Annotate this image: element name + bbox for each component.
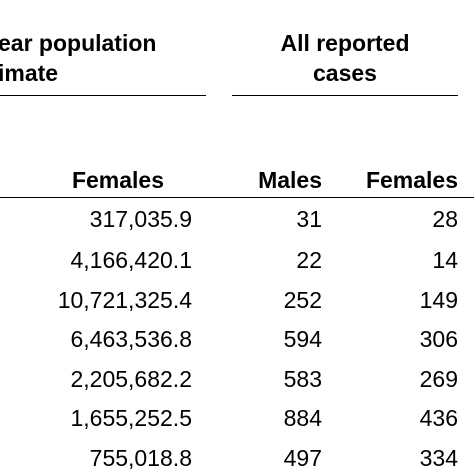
- table-row: 755,018.8 497 334: [0, 444, 474, 474]
- column-header-females-cases: Females: [365, 167, 458, 193]
- table-row: 1,655,252.5 884 436: [0, 404, 474, 437]
- column-header-females-population: Females: [71, 167, 164, 193]
- cell-females-cases: 306: [419, 326, 458, 352]
- table-row: 317,035.9 31 28: [0, 205, 474, 238]
- table-row: 6,463,536.8 594 306: [0, 325, 474, 358]
- cell-females-cases: 334: [419, 445, 458, 471]
- cell-females-cases: 14: [432, 247, 458, 273]
- cell-females-cases: 28: [432, 206, 458, 232]
- cell-females-population: 10,721,325.4: [57, 287, 192, 313]
- cell-males-cases: 884: [283, 405, 322, 431]
- population-group-rule: [0, 95, 206, 96]
- population-estimate-header-line-2: imate: [0, 60, 59, 86]
- table-row: 2,205,682.2 583 269: [0, 365, 474, 398]
- cell-females-cases: 269: [419, 366, 458, 392]
- cell-females-population: 1,655,252.5: [70, 405, 192, 431]
- cell-females-population: 317,035.9: [89, 206, 192, 232]
- cell-males-cases: 594: [283, 326, 322, 352]
- cell-females-population: 6,463,536.8: [70, 326, 192, 352]
- table-row: 10,721,325.4 252 149: [0, 286, 474, 319]
- cell-males-cases: 583: [283, 366, 322, 392]
- cell-females-population: 4,166,420.1: [70, 247, 192, 273]
- cell-females-population: 755,018.8: [89, 445, 192, 471]
- reported-cases-header-line-2: cases: [313, 60, 377, 86]
- column-header-males-cases: Males: [258, 167, 322, 193]
- cell-males-cases: 252: [283, 287, 322, 313]
- cell-females-population: 2,205,682.2: [70, 366, 192, 392]
- table-row: 4,166,420.1 22 14: [0, 246, 474, 279]
- cell-females-cases: 436: [419, 405, 458, 431]
- reported-cases-header-line-1: All reported: [280, 30, 410, 56]
- cases-group-rule: [232, 95, 458, 96]
- cell-males-cases: 22: [296, 247, 322, 273]
- header-bottom-rule: [0, 197, 474, 198]
- cell-males-cases: 31: [296, 206, 322, 232]
- cell-males-cases: 497: [283, 445, 322, 471]
- cell-females-cases: 149: [419, 287, 458, 313]
- population-estimate-header-line-1: ear population: [0, 30, 157, 56]
